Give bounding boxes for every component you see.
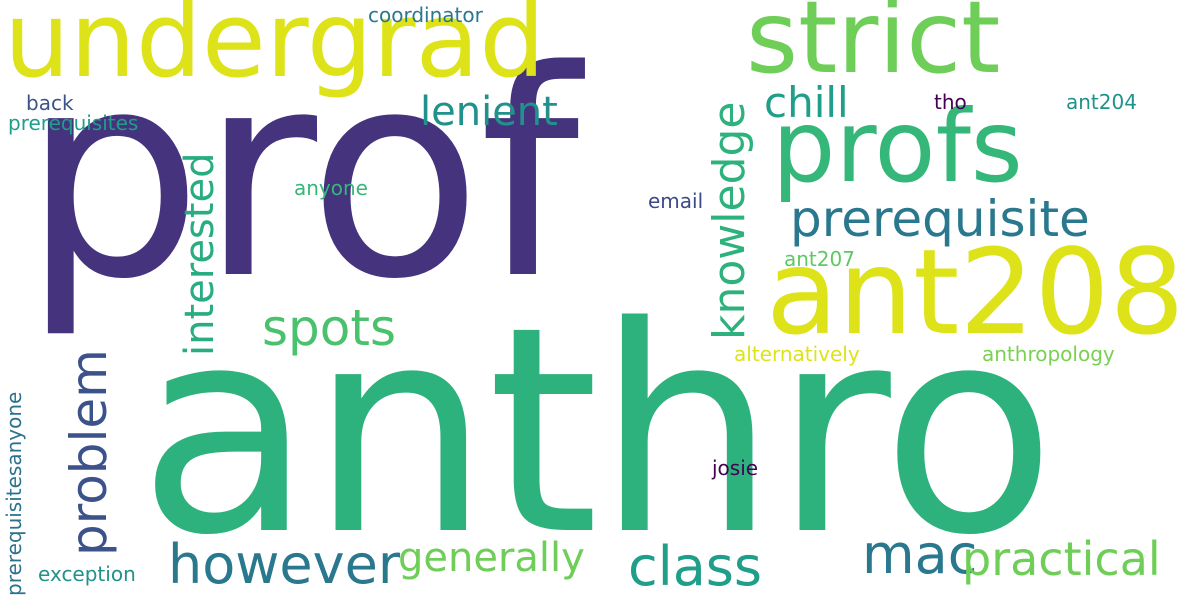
word-anthropology: anthropology — [982, 342, 1115, 366]
word-anthro: anthro — [138, 266, 1056, 598]
word-problem: problem — [60, 349, 118, 556]
word-exception: exception — [38, 562, 136, 586]
word-interested: interested — [177, 152, 223, 356]
word-prerequisite: prerequisite — [790, 190, 1090, 248]
word-lenient: lenient — [420, 89, 558, 135]
word-strict: strict — [746, 0, 1001, 96]
word-back: back — [26, 91, 74, 115]
word-tho: tho — [934, 90, 967, 114]
word-chill: chill — [764, 78, 849, 127]
word-ant208: ant208 — [766, 223, 1185, 361]
word-mac: mac — [862, 523, 978, 586]
word-coordinator: coordinator — [368, 3, 483, 27]
word-generally: generally — [398, 535, 585, 581]
word-undergrad: undergrad — [4, 0, 546, 101]
word-email: email — [648, 189, 704, 213]
word-prerequisites: prerequisites — [8, 111, 139, 135]
word-spots: spots — [262, 299, 397, 357]
word-knowledge: knowledge — [704, 101, 755, 341]
word-anyone: anyone — [294, 176, 368, 200]
word-prof: prof — [22, 10, 580, 342]
word-practical: practical — [962, 532, 1161, 586]
word-ant207: ant207 — [784, 247, 855, 271]
word-class: class — [628, 535, 763, 598]
word-alternatively: alternatively — [734, 342, 860, 366]
word-josie: josie — [712, 456, 759, 480]
word-ant204: ant204 — [1066, 90, 1137, 114]
word-however: however — [168, 533, 401, 596]
word-profs: profs — [772, 88, 1023, 205]
word-prerequisitesanyone: prerequisitesanyone — [2, 391, 26, 596]
